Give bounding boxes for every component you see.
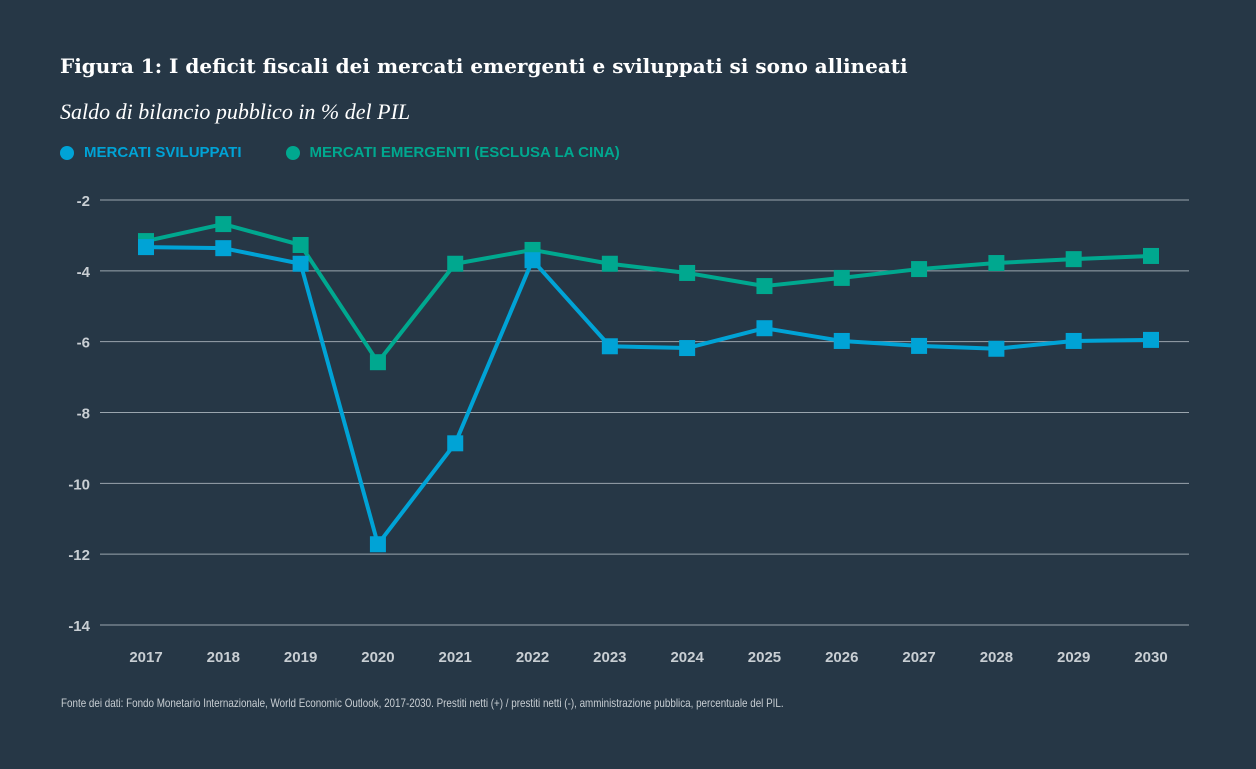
data-point-marker [1143, 247, 1159, 264]
legend-dot-icon [285, 145, 300, 160]
data-point-marker [1143, 331, 1159, 348]
data-point-marker [369, 354, 386, 371]
data-point-marker [756, 278, 773, 295]
y-tick-label: -14 [68, 618, 90, 635]
data-point-marker [447, 255, 464, 272]
data-point-marker [1065, 332, 1082, 349]
legend-item-developed: MERCATI SVILUPPATI [60, 144, 242, 161]
y-tick-label: -12 [68, 547, 90, 564]
x-tick-label: 2021 [439, 649, 472, 666]
legend-item-emerging: MERCATI EMERGENTI (ESCLUSA LA CINA) [285, 144, 620, 161]
series-line [145, 222, 1152, 365]
x-tick-label: 2022 [516, 649, 549, 666]
x-tick-label: 2026 [825, 649, 858, 666]
legend-label: MERCATI EMERGENTI (ESCLUSA LA CINA) [309, 144, 620, 161]
data-point-marker [833, 269, 850, 286]
data-point-marker [292, 236, 309, 253]
y-tick-label: -2 [77, 193, 90, 210]
data-point-marker [988, 340, 1005, 357]
data-point-marker [601, 338, 618, 355]
data-point-marker [369, 536, 386, 553]
data-point-marker [215, 240, 232, 257]
y-tick-label: -4 [77, 264, 91, 281]
data-point-marker [601, 255, 618, 272]
data-point-marker [447, 435, 464, 452]
data-point-marker [679, 340, 696, 357]
x-tick-label: 2029 [1057, 649, 1090, 666]
x-tick-label: 2025 [748, 649, 781, 666]
data-point-marker [911, 337, 928, 354]
chart-subtitle: Saldo di bilancio pubblico in % del PIL [60, 99, 411, 124]
y-tick-label: -10 [68, 476, 90, 493]
data-point-marker [679, 264, 696, 281]
data-point-marker [756, 320, 773, 337]
x-tick-label: 2028 [980, 649, 1013, 666]
data-point-marker [215, 216, 232, 233]
data-point-marker [524, 252, 541, 269]
x-tick-label: 2023 [593, 649, 626, 666]
x-tick-label: 2019 [284, 649, 317, 666]
x-tick-label: 2017 [129, 649, 162, 666]
legend-dot-icon [60, 145, 74, 160]
series-line [145, 245, 1152, 547]
x-tick-label: 2018 [207, 649, 240, 666]
footnote: Fonte dei dati: Fondo Monetario Internaz… [61, 696, 784, 710]
data-point-marker [292, 255, 309, 272]
chart-title: Figura 1: I deficit fiscali dei mercati … [60, 54, 908, 78]
x-tick-label: 2027 [902, 649, 935, 666]
y-tick-label: -8 [77, 406, 90, 423]
data-point-marker [138, 239, 154, 256]
data-point-marker [911, 261, 928, 278]
y-tick-label: -6 [77, 335, 90, 352]
legend-label: MERCATI SVILUPPATI [84, 144, 242, 161]
data-point-marker [988, 255, 1005, 272]
data-point-marker [1065, 251, 1082, 268]
x-tick-label: 2020 [361, 649, 394, 666]
x-tick-label: 2024 [670, 649, 704, 666]
x-tick-label: 2030 [1134, 649, 1167, 666]
data-point-marker [833, 332, 850, 349]
legend: MERCATI SVILUPPATI MERCATI EMERGENTI (ES… [60, 144, 620, 161]
